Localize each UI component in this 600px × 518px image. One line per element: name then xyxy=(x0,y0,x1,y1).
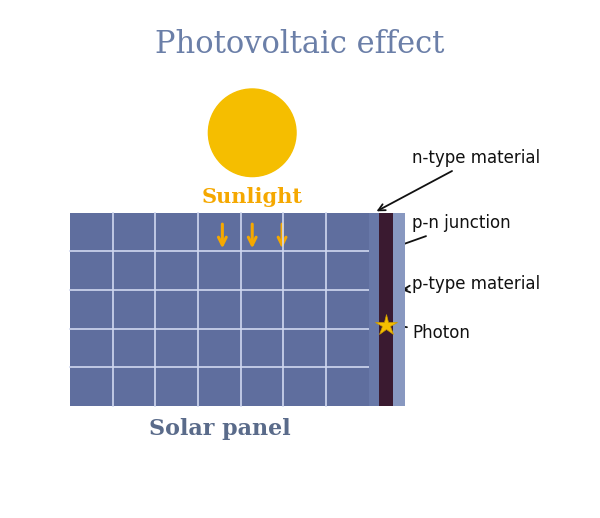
Text: Photovoltaic effect: Photovoltaic effect xyxy=(155,29,445,60)
Bar xyxy=(379,212,392,406)
Text: p-n junction: p-n junction xyxy=(388,214,511,251)
Text: Photon: Photon xyxy=(396,323,470,342)
Text: p-type material: p-type material xyxy=(403,275,541,293)
Circle shape xyxy=(208,89,296,177)
Bar xyxy=(392,212,404,406)
Text: n-type material: n-type material xyxy=(378,149,541,210)
Text: Solar panel: Solar panel xyxy=(149,418,290,440)
Bar xyxy=(368,212,379,406)
Text: Sunlight: Sunlight xyxy=(202,186,303,207)
Bar xyxy=(70,212,368,406)
